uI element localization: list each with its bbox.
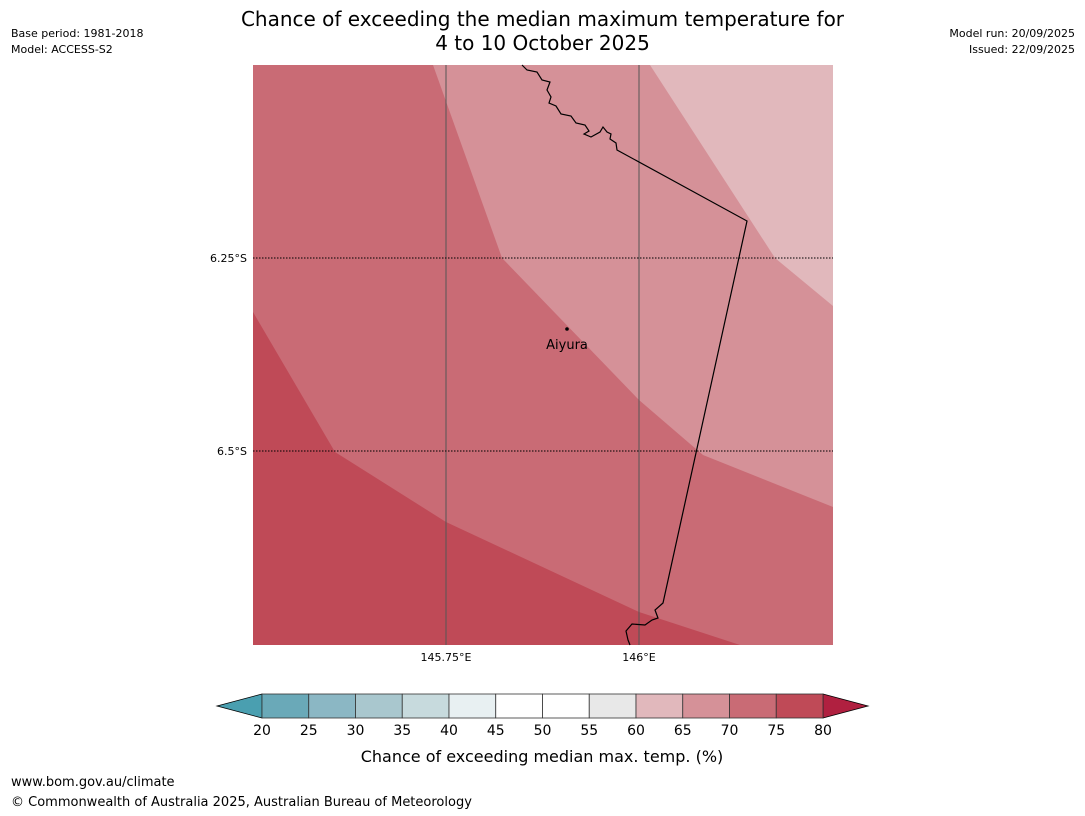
colorbar-tick-label: 80 <box>814 723 832 739</box>
boundary-line <box>521 64 748 646</box>
model-run-text: Model run: 20/09/2025 <box>949 27 1075 40</box>
colorbar-under-arrow <box>215 693 263 719</box>
colorbar-segment <box>775 693 824 719</box>
base-period-text: Base period: 1981-2018 <box>11 27 144 40</box>
colorbar-tick-label: 30 <box>347 723 365 739</box>
colorbar-tick-label: 25 <box>300 723 318 739</box>
aiyura-marker <box>565 327 569 331</box>
colorbar-over-arrow <box>822 693 870 719</box>
colorbar-segment <box>682 693 730 719</box>
footer-copyright: © Commonwealth of Australia 2025, Austra… <box>11 795 472 810</box>
footer-url: www.bom.gov.au/climate <box>11 775 175 790</box>
colorbar-segment <box>448 693 497 719</box>
colorbar-tick-label: 50 <box>534 723 552 739</box>
colorbar-segment <box>355 693 403 719</box>
title-line-2: 4 to 10 October 2025 <box>435 31 650 55</box>
colorbar-segment <box>401 693 450 719</box>
colorbar: 20 25 30 35 40 45 50 55 60 65 70 75 80 <box>215 693 870 739</box>
colorbar-segment <box>635 693 684 719</box>
lat-label-6-5: 6.5°S <box>217 445 247 458</box>
colorbar-tick-label: 75 <box>767 723 785 739</box>
colorbar-segment <box>588 693 637 719</box>
zone-60-65 <box>650 65 833 306</box>
lat-label-6-25: 6.25°S <box>210 252 247 265</box>
colorbar-tick-label: 45 <box>487 723 505 739</box>
lon-label-146: 146°E <box>622 651 655 664</box>
title-line-1: Chance of exceeding the median maximum t… <box>240 7 845 31</box>
colorbar-segment <box>308 693 356 719</box>
colorbar-tick-label: 65 <box>674 723 692 739</box>
zone-75-80 <box>253 312 740 645</box>
map-title: Chance of exceeding the median maximum t… <box>0 7 1085 55</box>
colorbar-segment <box>495 693 543 719</box>
metadata-right: Model run: 20/09/2025 Issued: 22/09/2025 <box>949 26 1075 58</box>
colorbar-tick-label: 20 <box>253 723 271 739</box>
colorbar-segment <box>729 693 777 719</box>
colorbar-segment <box>542 693 590 719</box>
lon-label-145-75: 145.75°E <box>421 651 472 664</box>
map-panel: Aiyura <box>253 64 833 646</box>
colorbar-tick-label: 70 <box>721 723 739 739</box>
colorbar-tick-label: 35 <box>393 723 411 739</box>
colorbar-segment <box>261 693 310 719</box>
issued-text: Issued: 22/09/2025 <box>968 43 1075 56</box>
colorbar-tick-label: 55 <box>580 723 598 739</box>
metadata-left: Base period: 1981-2018 Model: ACCESS-S2 <box>11 26 143 58</box>
colorbar-label: Chance of exceeding median max. temp. (%… <box>361 747 724 766</box>
aiyura-label: Aiyura <box>546 338 588 353</box>
colorbar-tick-label: 40 <box>440 723 458 739</box>
model-text: Model: ACCESS-S2 <box>11 43 113 56</box>
colorbar-tick-label: 60 <box>627 723 645 739</box>
